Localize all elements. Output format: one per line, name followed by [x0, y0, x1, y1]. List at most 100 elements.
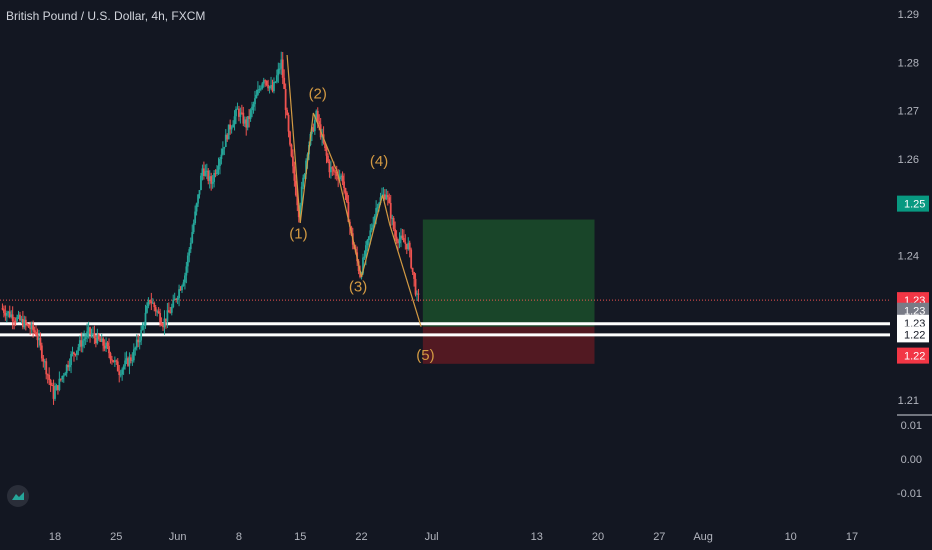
candle-body: [271, 85, 274, 92]
wave-label: (2): [309, 85, 327, 102]
candle-body: [313, 120, 316, 132]
candle-body: [43, 361, 46, 363]
candle-body: [100, 338, 103, 342]
candle-body: [365, 245, 367, 257]
candle-body: [338, 176, 341, 180]
candle-body: [153, 302, 156, 308]
candle-body: [144, 312, 147, 325]
price-badge[interactable]: [897, 302, 929, 319]
x-tick-label: 13: [531, 531, 543, 543]
candle-body: [189, 242, 192, 250]
price-axis[interactable]: 1.29 1.28 1.27 1.26 1.25 1.24 1.23 1.22 1.21 0.01…: [897, 9, 932, 500]
candle-body: [402, 238, 405, 243]
candle-body: [30, 324, 33, 330]
y-tick-label: 1.27: [898, 106, 919, 118]
candle-body: [157, 311, 160, 314]
candle-body: [197, 194, 199, 204]
candle-body: [67, 364, 70, 368]
candle-body: [299, 205, 302, 218]
candle-body: [223, 146, 226, 149]
wave-line: [360, 194, 384, 278]
candle-body: [55, 385, 58, 391]
candle-body: [324, 142, 326, 149]
y-tick-label-lower: -0.01: [897, 488, 922, 500]
candle-body: [289, 131, 291, 145]
candle-body: [208, 176, 211, 181]
candle-body: [71, 352, 74, 355]
candle-body: [367, 236, 370, 240]
candle-body: [64, 373, 67, 376]
candle-body: [264, 80, 267, 82]
candle-body: [281, 59, 284, 78]
candle-body: [344, 188, 347, 193]
candle-body: [236, 108, 239, 110]
candle-body: [407, 242, 410, 250]
candle-body: [383, 194, 386, 200]
candle-body: [267, 84, 270, 89]
candle-body: [204, 171, 207, 176]
candle-body: [286, 109, 288, 116]
candle-body: [89, 327, 91, 335]
price-badge[interactable]: [897, 326, 929, 343]
candle-body: [113, 360, 116, 363]
candle-body: [362, 257, 364, 274]
candle-body: [99, 339, 102, 342]
candle-body: [213, 173, 216, 182]
candle-body: [116, 361, 119, 372]
candle-body: [227, 124, 230, 140]
wave-line: [286, 54, 301, 223]
candle-body: [398, 239, 401, 244]
candle-body: [109, 353, 112, 360]
candle-body: [265, 80, 268, 85]
candle-body: [311, 127, 313, 134]
candle-body: [346, 192, 348, 202]
tradingview-logo-icon[interactable]: [7, 485, 29, 507]
candle-body: [334, 171, 337, 173]
candle-body: [127, 358, 129, 366]
candle-body: [61, 375, 64, 380]
candle-body: [372, 224, 375, 228]
candle-body: [366, 239, 369, 246]
loss-zone[interactable]: [422, 326, 595, 364]
price-badge[interactable]: [897, 347, 929, 364]
candle-body: [83, 338, 86, 341]
candle-body: [20, 318, 23, 321]
candle-body: [220, 154, 223, 160]
candle-body: [249, 110, 252, 119]
candle-body: [205, 170, 208, 172]
candle-body: [410, 249, 413, 268]
candle-body: [93, 333, 96, 338]
candle-body: [138, 340, 141, 343]
candle-body: [24, 319, 27, 324]
candle-body: [52, 385, 55, 399]
candle-body: [214, 173, 217, 175]
time-axis[interactable]: 18 25 Jun 8 15 22 Jul 13 20 27 Aug 10 17: [49, 531, 858, 543]
candle-body: [316, 110, 319, 122]
candle-body: [154, 307, 157, 312]
candle-body: [192, 223, 195, 233]
candle-body: [370, 227, 373, 231]
candle-body: [411, 267, 414, 273]
candle-body: [27, 324, 30, 328]
x-tick-label: Jul: [425, 531, 439, 543]
candle-body: [401, 235, 404, 239]
candle-body: [162, 325, 164, 328]
candle-body: [347, 201, 350, 222]
candle-body: [51, 385, 53, 387]
candle-body: [238, 108, 240, 117]
candle-body: [373, 215, 376, 225]
candle-body: [219, 159, 221, 167]
candle-body: [242, 112, 245, 124]
candle-body: [378, 203, 380, 208]
candle-body: [48, 374, 51, 380]
candle-body: [121, 369, 124, 375]
candle-body: [16, 317, 18, 322]
candle-body: [54, 390, 56, 399]
x-tick-label: 25: [110, 531, 122, 543]
candle-body: [270, 85, 272, 87]
y-tick-label: 1.28: [898, 57, 919, 69]
x-tick-label: 22: [355, 531, 367, 543]
price-badge[interactable]: [897, 195, 929, 212]
profit-zone[interactable]: [422, 219, 595, 327]
